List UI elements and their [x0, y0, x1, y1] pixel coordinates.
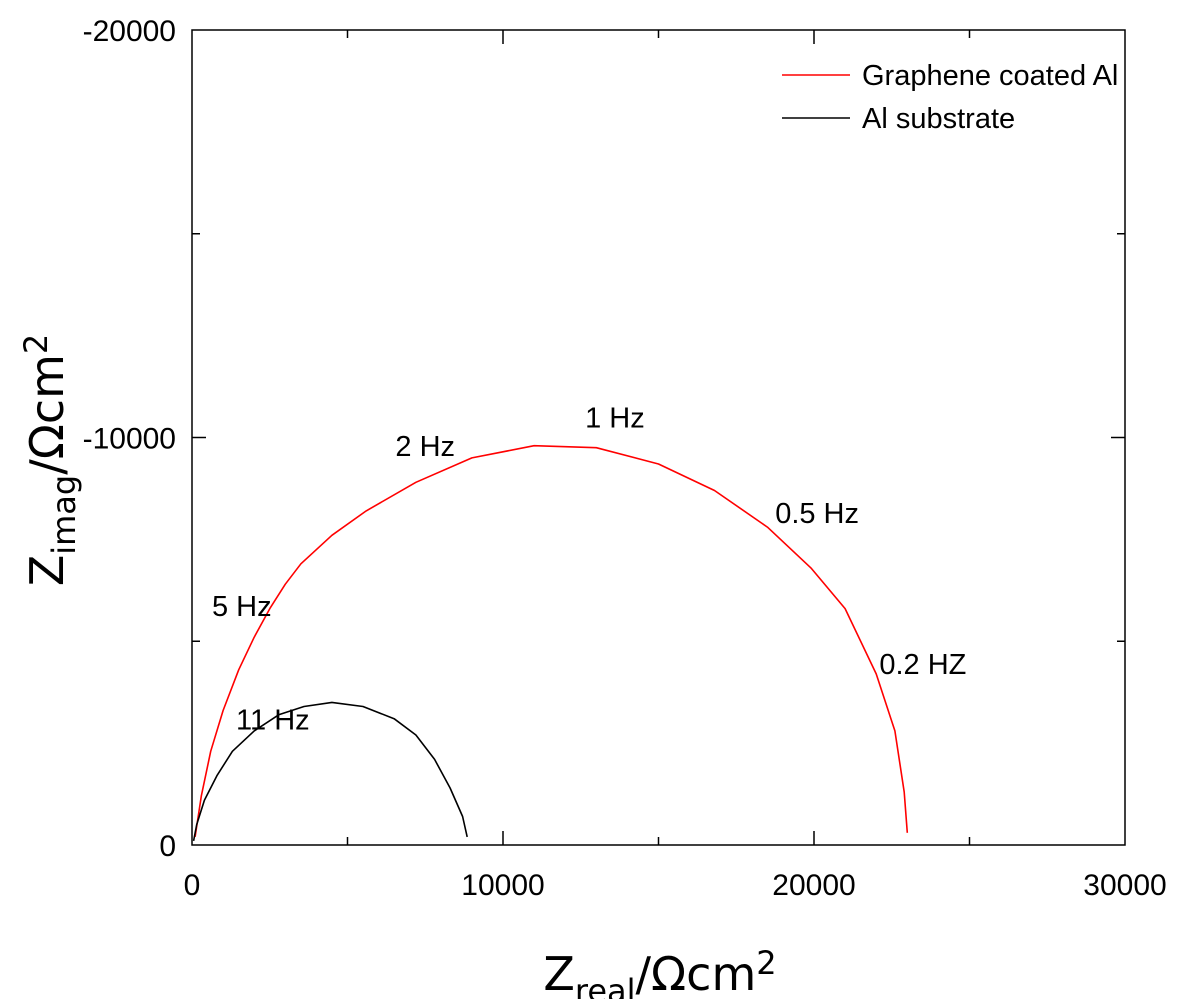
- frequency-annotations: 1 Hz 2 Hz 0.5 Hz 5 Hz 0.2 HZ 11 Hz: [212, 402, 966, 736]
- x-tick-label: 30000: [1083, 869, 1166, 902]
- frequency-label: 2 Hz: [395, 431, 455, 463]
- series-line: [192, 701, 468, 842]
- frequency-label: 5 Hz: [212, 591, 272, 623]
- x-tick-label: 0: [184, 869, 201, 902]
- y-tick-label: 0: [159, 830, 176, 863]
- frequency-label: 0.5 Hz: [775, 498, 859, 530]
- frequency-label: 11 Hz: [236, 705, 310, 737]
- y-tick-label: -10000: [83, 423, 176, 456]
- y-tick-label: -20000: [83, 15, 176, 48]
- frequency-label: 1 Hz: [585, 402, 645, 434]
- legend-label: Graphene coated Al: [862, 60, 1118, 92]
- x-tick-label: 10000: [461, 869, 544, 902]
- frequency-label: 0.2 HZ: [879, 649, 966, 681]
- series-line: [194, 444, 909, 838]
- plot-frame: [191, 29, 1126, 846]
- x-tick-labels: 0 10000 20000 30000: [184, 869, 1167, 902]
- legend-label: Al substrate: [862, 103, 1015, 135]
- x-axis-title: Zreal/Ωcm2: [543, 944, 776, 999]
- x-tick-label: 20000: [772, 869, 855, 902]
- y-tick-labels: 0 -10000 -20000: [83, 15, 176, 863]
- axis-ticks: [192, 30, 1125, 845]
- series-lines: [192, 444, 909, 842]
- y-axis-title: Zimag/Ωcm2: [17, 334, 83, 587]
- legend: Graphene coated Al Al substrate: [782, 60, 1118, 135]
